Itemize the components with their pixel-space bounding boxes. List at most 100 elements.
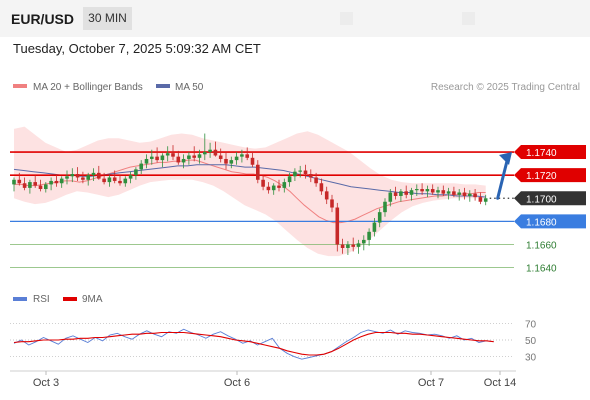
candle — [128, 171, 133, 184]
candle — [478, 192, 483, 205]
candle-body — [319, 183, 324, 192]
candle-body — [128, 175, 133, 179]
candle — [160, 153, 165, 168]
candle — [250, 152, 255, 168]
candle-body — [309, 174, 313, 178]
rsi-ma-legend-label: 9MA — [82, 294, 103, 305]
candle-body — [261, 179, 265, 187]
candle — [452, 186, 456, 198]
candle-body — [59, 178, 64, 184]
candle — [367, 228, 371, 246]
candle — [356, 239, 361, 254]
candle — [303, 164, 308, 179]
candle-body — [171, 153, 175, 157]
candle — [436, 186, 440, 199]
candle — [38, 179, 43, 192]
toolbar-placeholder-2 — [462, 12, 475, 25]
x-tick-label: Oct 14 — [484, 377, 516, 389]
candle — [362, 235, 366, 251]
candle — [457, 189, 461, 201]
candle — [234, 152, 239, 165]
candle-body — [314, 177, 318, 184]
candle-body — [420, 189, 424, 192]
toolbar-placeholder-1 — [340, 12, 353, 25]
candle-body — [65, 176, 69, 179]
candle-body — [298, 170, 302, 172]
candle-body — [256, 164, 260, 180]
candle — [393, 186, 398, 200]
candle-body — [49, 180, 53, 185]
candle — [245, 147, 249, 161]
timeframe-button[interactable]: 30 MIN — [83, 7, 132, 30]
candle-body — [38, 185, 43, 190]
candle — [483, 194, 488, 206]
candle-body — [107, 177, 112, 183]
candle-body — [287, 176, 292, 183]
candle-body — [388, 192, 393, 202]
candle — [81, 171, 85, 184]
candle-body — [425, 189, 430, 192]
candle-body — [22, 183, 27, 188]
candle-body — [446, 191, 451, 194]
level-tag-1-1720 — [514, 168, 586, 183]
candle — [218, 148, 223, 163]
candle-body — [436, 190, 440, 193]
header-bar: EUR/USD 30 MIN — [0, 0, 590, 37]
level-label-1-1680: 1.1680 — [526, 217, 557, 228]
ma20-legend-label: MA 20 + Bollinger Bands — [33, 82, 143, 93]
level-label-1-1700: 1.1700 — [526, 194, 557, 205]
candle-body — [383, 201, 387, 213]
candle-body — [187, 155, 191, 159]
candle-body — [478, 197, 483, 202]
candle — [404, 185, 408, 199]
candle — [102, 172, 106, 185]
candle — [22, 177, 27, 191]
candle-body — [81, 177, 85, 180]
candle-body — [377, 212, 382, 223]
projection-arrow-head — [499, 152, 512, 166]
candle-body — [97, 172, 101, 179]
candle — [277, 179, 281, 192]
candle-body — [229, 160, 234, 164]
candle-body — [75, 174, 80, 178]
level-label-1-1720: 1.1720 — [526, 171, 557, 182]
candle — [155, 147, 159, 163]
rsi-tick-70: 70 — [525, 319, 537, 330]
candle-body — [86, 175, 90, 180]
candle-body — [28, 182, 32, 188]
level-tag-1-1740 — [514, 145, 586, 160]
candle-body — [118, 180, 122, 184]
candle-body — [362, 239, 366, 244]
candle-body — [346, 244, 350, 248]
candle — [65, 170, 69, 185]
candle-body — [457, 192, 461, 195]
candle-body — [468, 193, 472, 196]
candle-body — [102, 178, 106, 183]
candle-body — [123, 178, 128, 184]
candle — [351, 237, 355, 252]
candle-body — [399, 191, 403, 196]
x-tick-label: Oct 6 — [224, 377, 250, 389]
candle — [70, 168, 75, 183]
candle — [324, 186, 329, 205]
candle — [150, 149, 154, 165]
level-tag-1-1700 — [514, 191, 586, 206]
ma20-line — [14, 159, 486, 224]
candle — [409, 187, 414, 201]
candle-body — [155, 156, 159, 161]
level-label-1-1640: 1.1640 — [526, 264, 557, 275]
candle — [383, 198, 387, 217]
candle — [44, 182, 48, 193]
candle-body — [303, 170, 308, 174]
candle — [187, 152, 191, 165]
candle — [319, 178, 324, 195]
candle — [240, 149, 244, 163]
candle — [314, 172, 318, 187]
ma20-legend-swatch — [13, 84, 27, 88]
candle — [229, 156, 234, 169]
candle-body — [473, 193, 477, 198]
candle-body — [144, 158, 149, 164]
candle — [293, 168, 297, 181]
candle-body — [277, 185, 281, 188]
